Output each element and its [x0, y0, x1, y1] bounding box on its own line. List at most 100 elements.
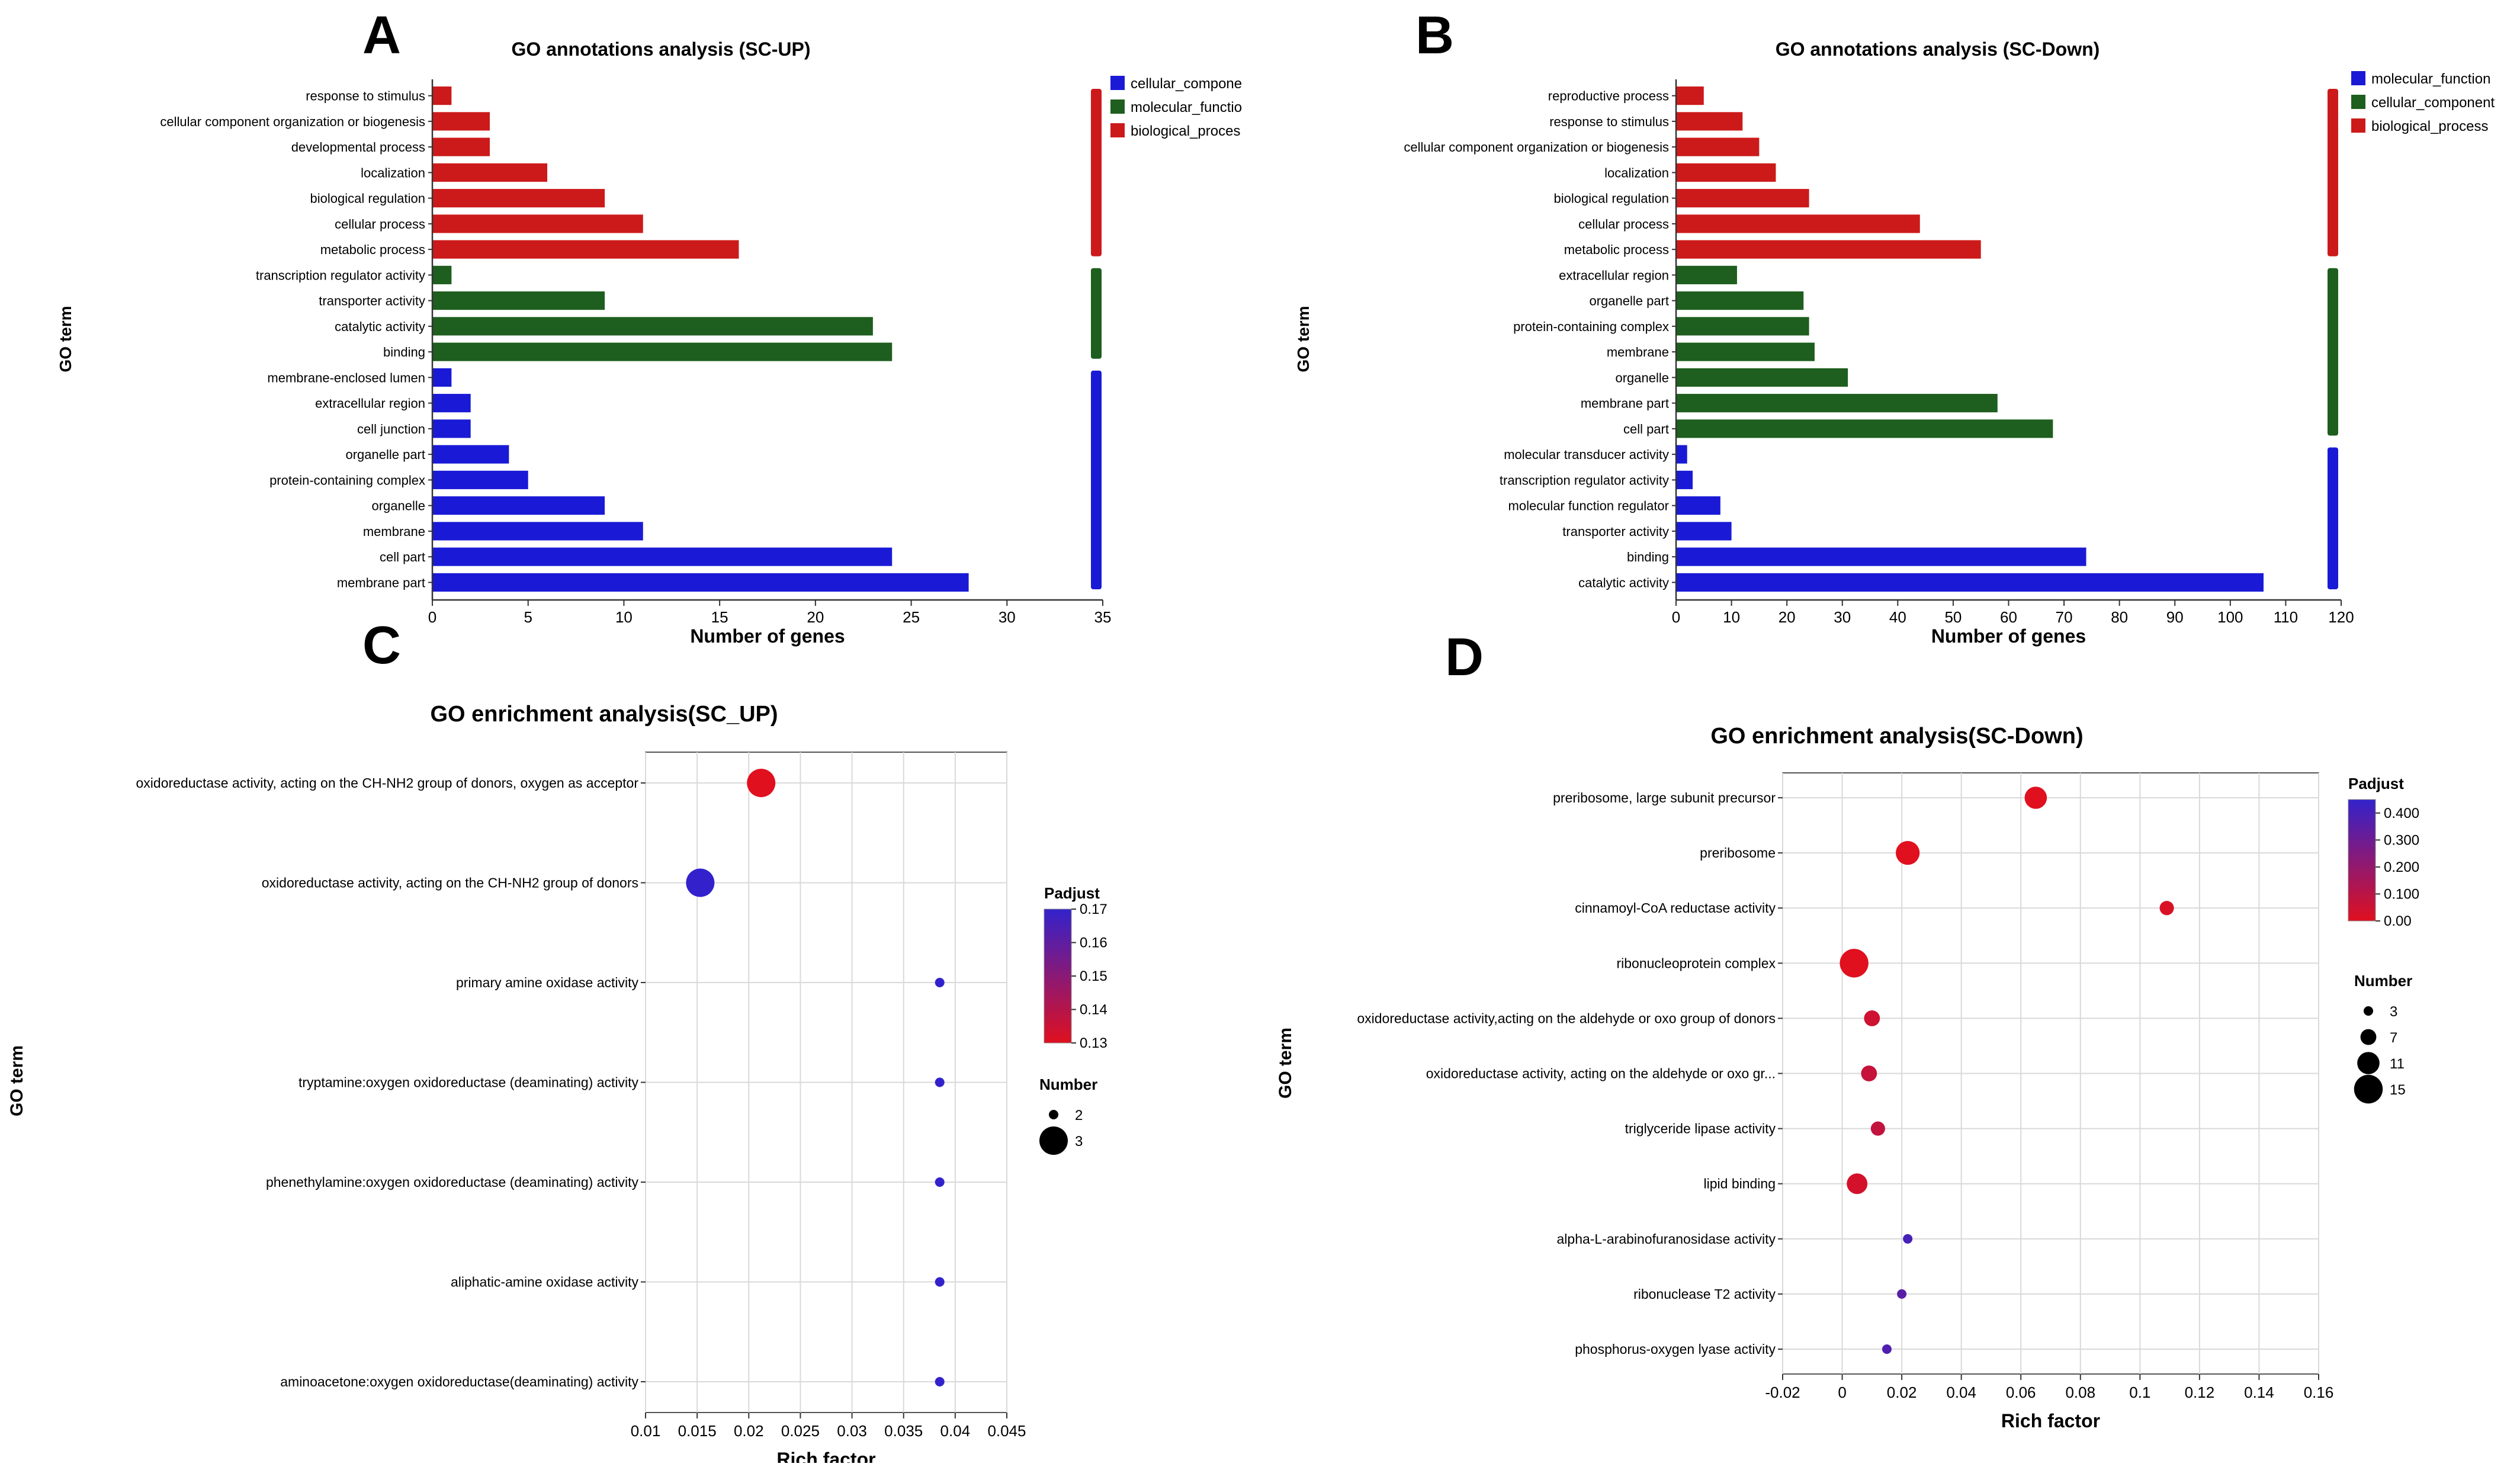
size-legend-title: Number — [2354, 972, 2412, 990]
bar-membrane-part — [432, 573, 969, 592]
x-tick-label: 0.03 — [837, 1422, 867, 1440]
x-tick-label: 40 — [1889, 608, 1906, 626]
x-tick-label: 0.02 — [734, 1422, 764, 1440]
x-tick-label: 30 — [999, 608, 1016, 626]
y-tick-label: lipid binding — [1704, 1176, 1776, 1192]
bar-biological-regulation — [432, 189, 605, 208]
bar-organelle-part — [1676, 291, 1804, 310]
bar-cellular-process — [432, 214, 643, 233]
bar-cellular-component-organization-or-biogenesis — [1676, 137, 1760, 156]
y-tick-label: oxidoreductase activity, acting on the a… — [1426, 1066, 1776, 1081]
x-tick-label: 0.08 — [2065, 1383, 2095, 1401]
color-legend-title: Padjust — [1044, 884, 1100, 902]
dot-preribosome — [1896, 840, 1920, 865]
x-tick-label: 30 — [1834, 608, 1851, 626]
y-tick-label: localization — [1604, 165, 1669, 180]
bar-cellular-component-organization-or-biogenesis — [432, 112, 490, 131]
y-tick-label: ribonuclease T2 activity — [1633, 1286, 1776, 1302]
bar-metabolic-process — [432, 240, 739, 259]
bar-transcription-regulator-activity — [432, 265, 452, 284]
y-tick-label: aliphatic-amine oxidase activity — [451, 1275, 639, 1290]
category-group-bar — [1091, 89, 1102, 256]
x-tick-label: 50 — [1944, 608, 1962, 626]
y-tick-label: developmental process — [291, 140, 425, 155]
bar-response-to-stimulus — [432, 86, 452, 105]
x-tick-label: 0.01 — [631, 1422, 661, 1440]
x-tick-label: 35 — [1094, 608, 1112, 626]
bar-reproductive-process — [1676, 86, 1704, 105]
x-tick-label: 0.04 — [940, 1422, 971, 1440]
x-tick-label: 0 — [1838, 1383, 1846, 1401]
y-tick-label: protein-containing complex — [1513, 319, 1669, 334]
legend-swatch-cellular-component — [2351, 95, 2365, 109]
x-tick-label: 0.015 — [678, 1422, 717, 1440]
x-tick-label: 90 — [2166, 608, 2184, 626]
y-tick-label: preribosome, large subunit precursor — [1553, 790, 1776, 805]
y-tick-label: cellular component organization or bioge… — [160, 114, 425, 129]
bar-protein-containing-complex — [432, 470, 528, 489]
y-tick-label: aminoacetone:oxygen oxidoreductase(deami… — [280, 1374, 638, 1389]
legend-swatch-biological-process — [2351, 118, 2365, 133]
color-legend-label: 0.14 — [1080, 1002, 1107, 1018]
x-tick-label: 0.06 — [2006, 1383, 2036, 1401]
color-legend-label: 0.16 — [1080, 935, 1107, 951]
y-tick-label: oxidoreductase activity, acting on the C… — [136, 775, 639, 791]
bar-localization — [1676, 163, 1776, 182]
x-tick-label: 0.1 — [2129, 1383, 2150, 1401]
y-tick-label: phenethylamine:oxygen oxidoreductase (de… — [266, 1174, 639, 1190]
x-tick-label: 10 — [615, 608, 633, 626]
legend-label: molecular_functio — [1131, 99, 1242, 115]
bar-transcription-regulator-activity — [1676, 470, 1693, 489]
color-legend-label: 0.00 — [2384, 913, 2412, 929]
size-legend-dot — [2364, 1006, 2373, 1016]
y-tick-label: reproductive process — [1548, 89, 1669, 104]
y-axis-label: GO term — [1276, 1028, 1295, 1099]
color-legend-bar — [2348, 799, 2376, 922]
y-tick-label: response to stimulus — [306, 89, 425, 104]
size-legend-label: 2 — [1075, 1108, 1083, 1123]
chart-title: GO enrichment analysis(SC_UP) — [430, 702, 778, 727]
dot-oxidoreductase-activity-acting-on-the-ch — [686, 868, 715, 897]
y-tick-label: catalytic activity — [335, 319, 425, 334]
x-tick-label: 0 — [1672, 608, 1680, 626]
chart-title: GO enrichment analysis(SC-Down) — [1710, 724, 2083, 749]
legend-label: biological_proces — [1131, 123, 1240, 139]
color-legend-label: 0.15 — [1080, 968, 1107, 984]
color-legend-label: 0.300 — [2384, 832, 2419, 848]
y-tick-label: membrane — [1607, 345, 1669, 359]
y-tick-label: extracellular region — [315, 396, 425, 411]
y-tick-label: molecular function regulator — [1508, 499, 1669, 513]
y-tick-label: tryptamine:oxygen oxidoreductase (deamin… — [298, 1075, 639, 1090]
size-legend-dot — [1039, 1126, 1068, 1155]
bar-organelle — [432, 496, 605, 515]
x-tick-label: 120 — [2328, 608, 2354, 626]
x-tick-label: 20 — [1779, 608, 1796, 626]
y-tick-label: extracellular region — [1559, 268, 1669, 283]
bar-membrane-enclosed-lumen — [432, 368, 452, 387]
x-tick-label: 10 — [1723, 608, 1740, 626]
category-group-bar — [2328, 447, 2338, 589]
x-tick-label: 80 — [2111, 608, 2128, 626]
y-tick-label: organelle — [1615, 370, 1669, 385]
bar-protein-containing-complex — [1676, 317, 1809, 336]
size-legend-label: 15 — [2390, 1082, 2406, 1098]
bar-binding — [1676, 547, 2086, 566]
x-tick-label: 0 — [428, 608, 436, 626]
bar-chart-sc-down: GO annotations analysis (SC-Down) reprodu… — [1294, 38, 2495, 647]
x-tick-label: 0.045 — [987, 1422, 1026, 1440]
y-tick-label: oxidoreductase activity, acting on the C… — [262, 875, 638, 891]
y-axis-label: GO term — [7, 1045, 27, 1116]
dot-phosphorus-oxygen-lyase-activity — [1882, 1344, 1892, 1354]
x-tick-label: 0.04 — [1946, 1383, 1976, 1401]
bar-cell-part — [1676, 419, 2053, 438]
y-tick-label: cell junction — [357, 422, 425, 436]
y-tick-label: phosphorus-oxygen lyase activity — [1575, 1341, 1776, 1357]
dot-ribonuclease-t2-activity — [1897, 1289, 1907, 1299]
chart-title: GO annotations analysis (SC-UP) — [512, 38, 811, 60]
bar-organelle — [1676, 368, 1848, 387]
x-axis-label: Rich factor — [776, 1449, 875, 1463]
legend-label: biological_process — [2371, 118, 2488, 134]
size-legend-label: 3 — [2390, 1004, 2397, 1020]
dot-tryptamine-oxygen-oxidoreductase-deamina — [935, 1077, 945, 1087]
x-tick-label: 70 — [2056, 608, 2073, 626]
